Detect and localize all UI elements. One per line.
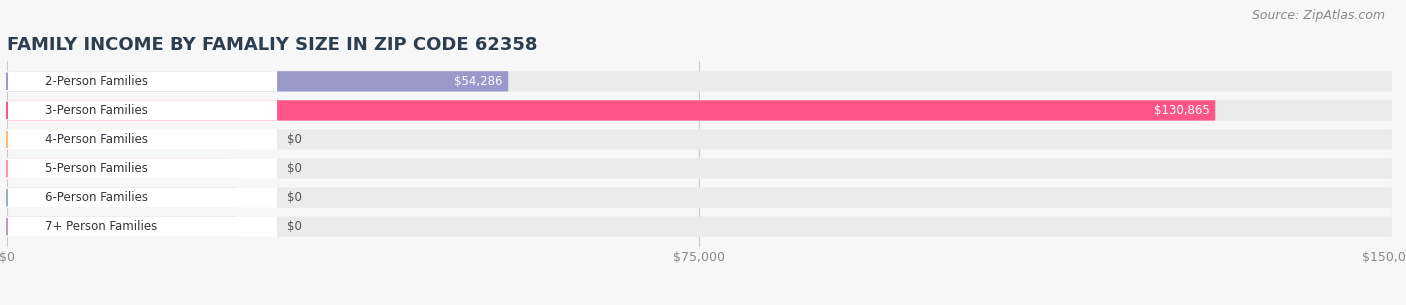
FancyBboxPatch shape <box>7 71 1392 91</box>
FancyBboxPatch shape <box>7 188 277 208</box>
FancyBboxPatch shape <box>7 217 1392 237</box>
FancyBboxPatch shape <box>7 158 277 179</box>
Text: $0: $0 <box>287 220 302 233</box>
FancyBboxPatch shape <box>7 129 236 150</box>
Text: 3-Person Families: 3-Person Families <box>45 104 148 117</box>
Text: 4-Person Families: 4-Person Families <box>45 133 148 146</box>
Text: $0: $0 <box>287 191 302 204</box>
Text: 2-Person Families: 2-Person Families <box>45 75 148 88</box>
FancyBboxPatch shape <box>7 129 277 150</box>
Text: $130,865: $130,865 <box>1154 104 1209 117</box>
FancyBboxPatch shape <box>7 217 236 237</box>
FancyBboxPatch shape <box>7 100 1392 120</box>
FancyBboxPatch shape <box>7 188 236 208</box>
FancyBboxPatch shape <box>7 129 1392 150</box>
FancyBboxPatch shape <box>7 71 508 91</box>
FancyBboxPatch shape <box>7 188 1392 208</box>
Text: $0: $0 <box>287 162 302 175</box>
Text: 6-Person Families: 6-Person Families <box>45 191 148 204</box>
FancyBboxPatch shape <box>7 158 1392 179</box>
Text: 5-Person Families: 5-Person Families <box>45 162 148 175</box>
Text: Source: ZipAtlas.com: Source: ZipAtlas.com <box>1251 9 1385 22</box>
FancyBboxPatch shape <box>7 158 236 179</box>
FancyBboxPatch shape <box>7 217 277 237</box>
FancyBboxPatch shape <box>7 71 277 91</box>
FancyBboxPatch shape <box>7 100 277 120</box>
Text: 7+ Person Families: 7+ Person Families <box>45 220 157 233</box>
Text: $54,286: $54,286 <box>454 75 503 88</box>
Text: FAMILY INCOME BY FAMALIY SIZE IN ZIP CODE 62358: FAMILY INCOME BY FAMALIY SIZE IN ZIP COD… <box>7 36 537 54</box>
FancyBboxPatch shape <box>7 100 1215 120</box>
Text: $0: $0 <box>287 133 302 146</box>
